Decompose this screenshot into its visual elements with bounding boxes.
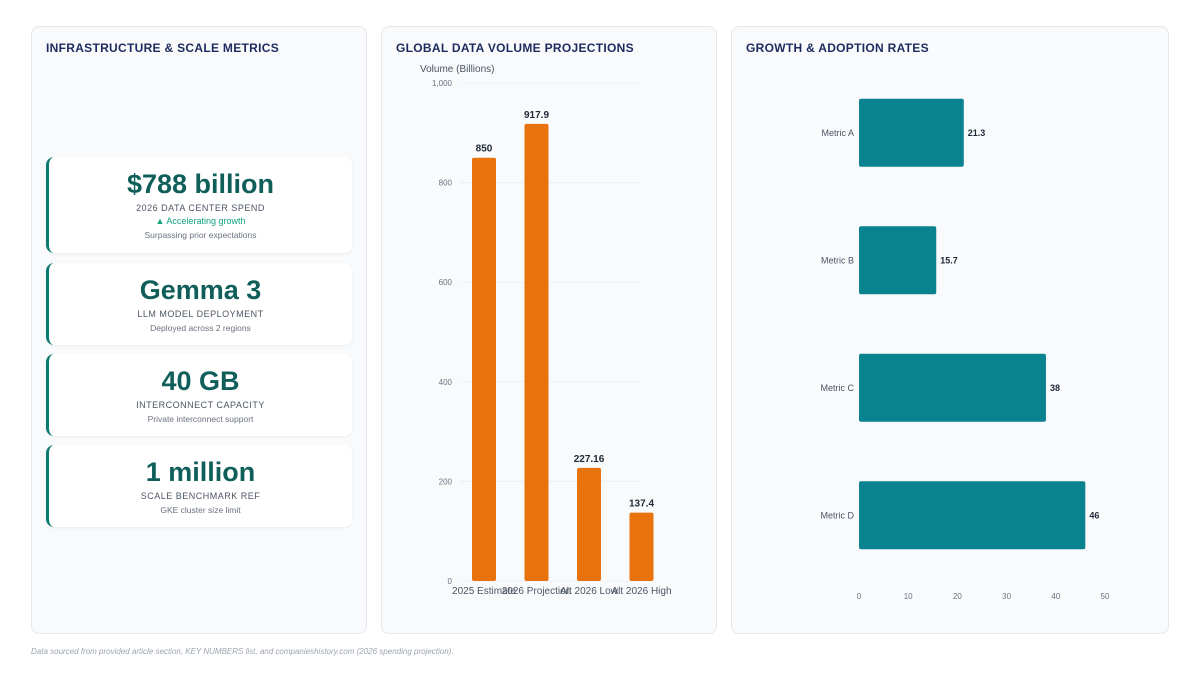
volume-bar-value-label: 850 [476, 144, 493, 155]
source-footnote: Data sourced from provided article secti… [31, 647, 454, 656]
volume-panel: GLOBAL DATA VOLUME PROJECTIONS 0 200 400 60… [381, 26, 717, 634]
y-category-label: Metric D [821, 510, 855, 520]
metric-trend: ▲ Accelerating growth [155, 216, 246, 226]
metric-value: Gemma 3 [139, 275, 262, 305]
y-tick-label: 800 [439, 179, 453, 188]
metric-note: Deployed across 2 regions [150, 323, 251, 333]
growth-bar [859, 226, 937, 295]
x-tick-label: 2026 Projection [502, 586, 572, 597]
y-axis-label: Volume (Billions) [420, 64, 494, 75]
y-tick-label: 600 [439, 278, 453, 287]
x-tick-label: 0 [857, 592, 862, 601]
x-tick-label: 10 [904, 592, 913, 601]
volume-panel-title: GLOBAL DATA VOLUME PROJECTIONS [396, 41, 634, 55]
metric-value: 40 GB [161, 366, 240, 396]
growth-bar [859, 481, 1086, 550]
metric-card-spend: $788 billion 2026 DATA CENTER SPEND ▲ Ac… [46, 157, 352, 253]
metric-value: 1 million [145, 457, 256, 487]
growth-bar-chart: Metric A Metric B Metric C Metric D 21.3 15.… [821, 98, 1110, 601]
metric-card-scale: 1 million SCALE BENCHMARK REF GKE cluste… [46, 445, 352, 527]
metric-note: Private interconnect support [147, 414, 254, 424]
y-category-label: Metric C [821, 383, 855, 393]
growth-panel: GROWTH & ADOPTION RATES Metric A Metric B… [731, 26, 1169, 634]
y-tick-label: 1,000 [432, 79, 453, 88]
x-tick-label: 20 [953, 592, 962, 601]
growth-bar-value-label: 46 [1089, 510, 1099, 520]
y-tick-label: 0 [448, 577, 453, 586]
metric-label: SCALE BENCHMARK REF [140, 491, 261, 501]
volume-bar [472, 157, 496, 581]
y-tick-label: 400 [439, 378, 453, 387]
metrics-panel-title: INFRASTRUCTURE & SCALE METRICS [46, 41, 279, 55]
metrics-panel: INFRASTRUCTURE & SCALE METRICS $788 bill… [31, 26, 367, 634]
metric-card-interconnect: 40 GB INTERCONNECT CAPACITY Private inte… [46, 354, 352, 436]
growth-panel-title: GROWTH & ADOPTION RATES [746, 41, 929, 55]
volume-bar-chart: 0 200 400 600 800 1,000 850 917.9 227.16 137.4 2… [420, 64, 672, 597]
volume-bar-value-label: 227.16 [574, 454, 605, 465]
x-tick-label: Alt 2026 High [611, 586, 671, 597]
metric-value: $788 billion [126, 169, 275, 199]
metric-label: INTERCONNECT CAPACITY [136, 400, 265, 410]
volume-bar [629, 512, 654, 581]
metric-label: 2026 DATA CENTER SPEND [136, 203, 265, 213]
x-tick-label: 2025 Estimate [452, 586, 516, 597]
metric-note: GKE cluster size limit [160, 505, 241, 515]
y-tick-label: 200 [439, 477, 453, 486]
metric-label: LLM MODEL DEPLOYMENT [137, 309, 264, 319]
volume-bar [577, 467, 601, 581]
volume-bar-value-label: 137.4 [629, 499, 654, 510]
growth-bar [859, 98, 964, 167]
y-category-label: Metric A [821, 128, 854, 138]
metric-note: Surpassing prior expectations [144, 230, 257, 240]
growth-bar-value-label: 38 [1050, 383, 1060, 393]
x-tick-label: 50 [1101, 592, 1110, 601]
x-tick-label: Alt 2026 Low [560, 586, 619, 597]
x-tick-label: 40 [1051, 592, 1060, 601]
growth-bar-value-label: 15.7 [940, 255, 958, 265]
growth-bar-value-label: 21.3 [968, 128, 986, 138]
x-tick-label: 30 [1002, 592, 1011, 601]
growth-bar [859, 353, 1046, 422]
volume-bar-value-label: 917.9 [524, 110, 549, 121]
volume-bar [524, 123, 549, 581]
metric-card-model: Gemma 3 LLM MODEL DEPLOYMENT Deployed ac… [46, 263, 352, 345]
y-category-label: Metric B [821, 255, 854, 265]
